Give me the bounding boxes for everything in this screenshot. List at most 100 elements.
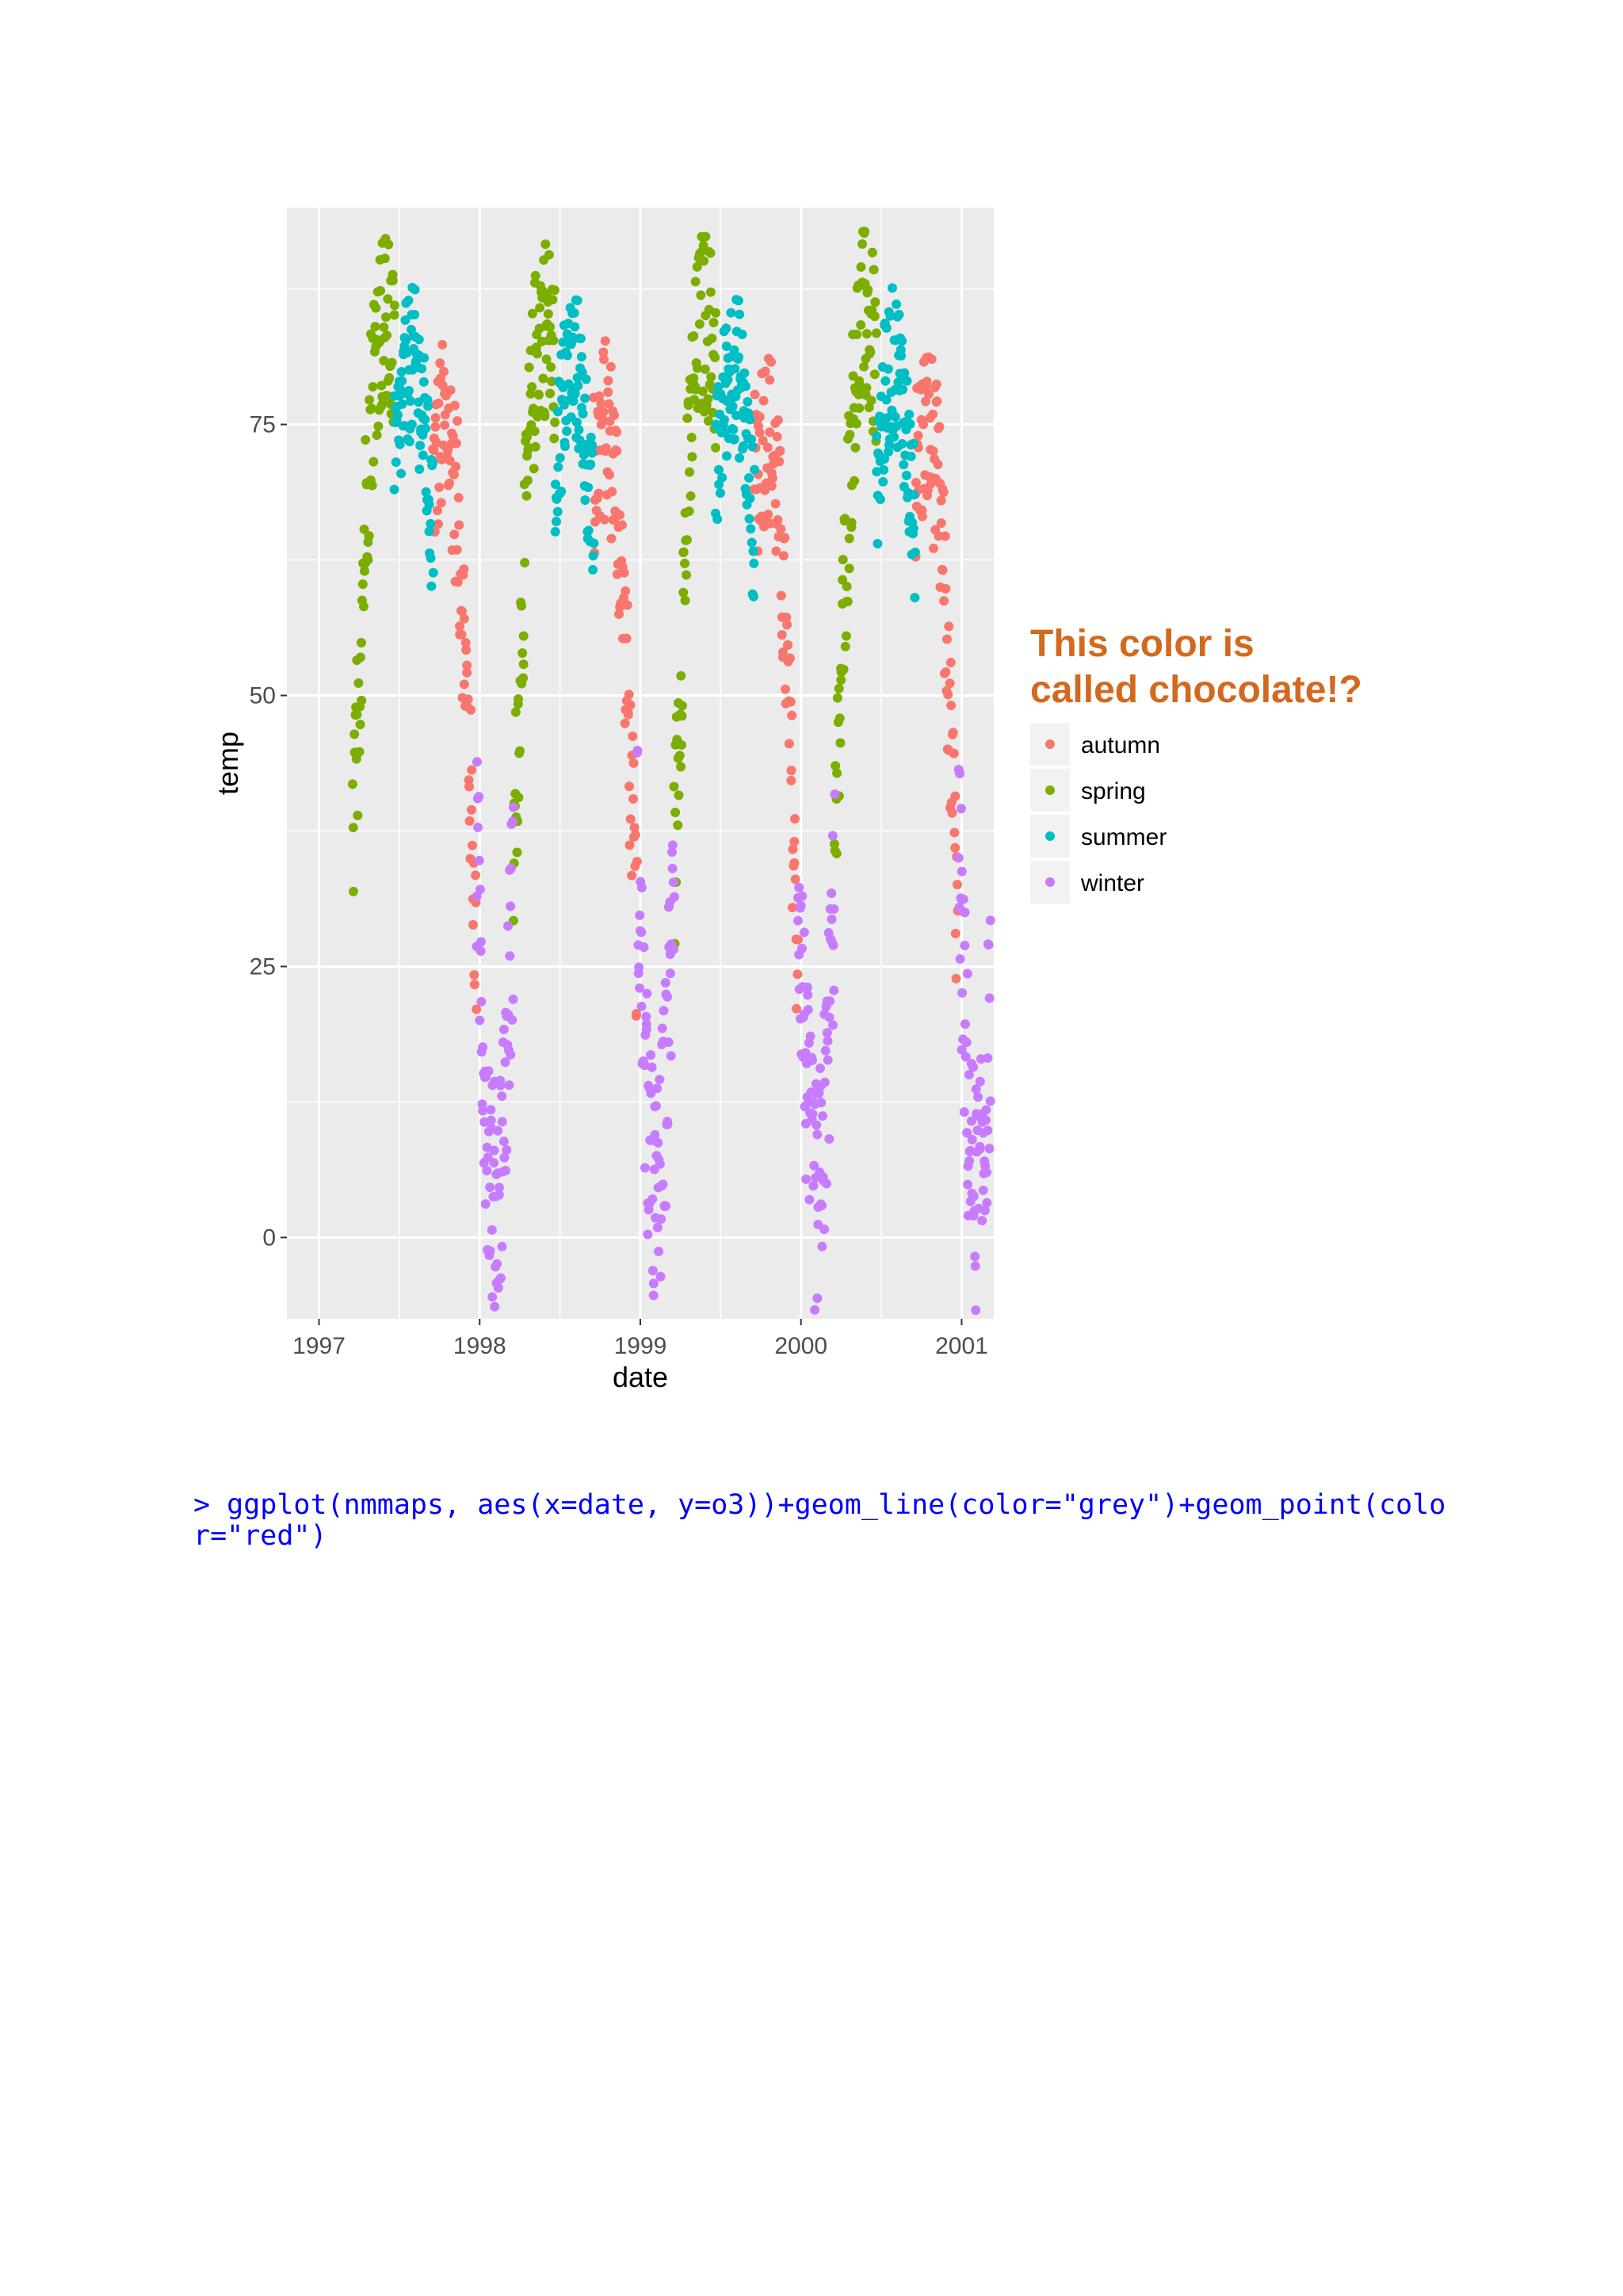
point-winter [799, 927, 809, 938]
legend-key-autumn [1045, 739, 1055, 749]
point-spring [708, 318, 719, 328]
point-winter [474, 792, 484, 802]
point-spring [367, 480, 377, 491]
point-spring [689, 330, 699, 341]
point-summer [562, 350, 572, 361]
point-winter [642, 988, 652, 999]
point-winter [494, 1190, 504, 1200]
point-autumn [469, 970, 479, 980]
point-autumn [621, 633, 632, 644]
point-autumn [620, 718, 630, 728]
point-winter [655, 1075, 665, 1085]
point-summer [735, 453, 745, 463]
point-spring [840, 641, 850, 651]
point-autumn [451, 461, 461, 472]
point-summer [729, 434, 739, 445]
point-winter [803, 1004, 813, 1014]
point-summer [885, 311, 896, 321]
point-winter [809, 1160, 819, 1171]
point-spring [372, 430, 382, 441]
point-winter [827, 914, 837, 924]
point-summer [715, 488, 725, 499]
point-winter [984, 993, 995, 1003]
point-summer [580, 495, 590, 505]
point-spring [680, 558, 690, 568]
point-autumn [917, 511, 927, 521]
point-spring [689, 373, 699, 384]
point-winter [483, 1066, 494, 1076]
point-spring [844, 563, 854, 574]
point-summer [562, 426, 572, 436]
point-winter [822, 1028, 832, 1038]
point-autumn [625, 814, 636, 824]
point-winter [964, 1156, 975, 1166]
point-autumn [464, 816, 475, 826]
point-autumn [926, 354, 937, 365]
point-summer [587, 448, 598, 458]
point-autumn [774, 457, 785, 467]
point-autumn [762, 442, 773, 453]
point-spring [387, 357, 397, 368]
point-winter [960, 940, 970, 950]
point-winter [646, 1050, 656, 1060]
point-spring [829, 839, 839, 849]
point-autumn [789, 836, 800, 846]
point-winter [506, 901, 516, 911]
point-autumn [433, 519, 443, 529]
point-spring [705, 287, 716, 297]
point-winter [975, 1141, 985, 1152]
point-autumn [928, 543, 938, 553]
point-spring [832, 693, 842, 703]
point-winter [487, 1292, 498, 1302]
point-autumn [429, 445, 439, 456]
point-autumn [767, 473, 777, 483]
point-autumn [437, 339, 448, 350]
point-autumn [949, 827, 960, 838]
point-autumn [615, 510, 625, 520]
point-autumn [766, 357, 777, 367]
point-winter [641, 1011, 651, 1022]
point-spring [378, 398, 388, 408]
point-autumn [467, 765, 477, 775]
point-winter [967, 1135, 977, 1145]
scatter-chart: 1997 1998 1999 2000 2001 0 25 50 75 date temp Th… [214, 208, 1362, 1393]
x-tick-label: 2001 [935, 1333, 988, 1359]
point-autumn [788, 844, 798, 854]
point-winter [817, 1241, 827, 1251]
point-autumn [773, 514, 783, 525]
point-winter [966, 1116, 976, 1126]
point-spring [548, 335, 559, 346]
point-spring [684, 506, 694, 517]
point-spring [836, 674, 846, 685]
point-spring [532, 349, 542, 359]
point-winter [647, 1266, 658, 1276]
point-spring [376, 380, 387, 391]
point-winter [960, 1019, 970, 1030]
point-winter [498, 1024, 509, 1034]
point-autumn [786, 775, 796, 785]
point-summer [726, 308, 736, 318]
point-summer [748, 546, 758, 556]
point-autumn [449, 529, 460, 540]
point-winter [820, 1045, 831, 1056]
point-spring [518, 631, 529, 641]
point-winter [984, 1144, 995, 1154]
point-autumn [598, 347, 609, 357]
point-autumn [949, 748, 959, 758]
point-summer [910, 547, 920, 557]
point-winter [489, 1145, 499, 1156]
point-winter [478, 1106, 488, 1116]
point-summer [739, 441, 749, 451]
point-spring [538, 373, 548, 384]
point-summer [721, 323, 731, 334]
point-summer [734, 352, 744, 362]
point-winter [824, 1134, 834, 1144]
point-winter [960, 1052, 971, 1062]
point-winter [495, 1273, 506, 1283]
point-autumn [612, 427, 622, 437]
point-autumn [459, 564, 469, 575]
point-autumn [606, 533, 617, 544]
point-summer [563, 379, 574, 389]
legend-key-winter [1045, 877, 1055, 887]
point-winter [963, 1179, 973, 1190]
